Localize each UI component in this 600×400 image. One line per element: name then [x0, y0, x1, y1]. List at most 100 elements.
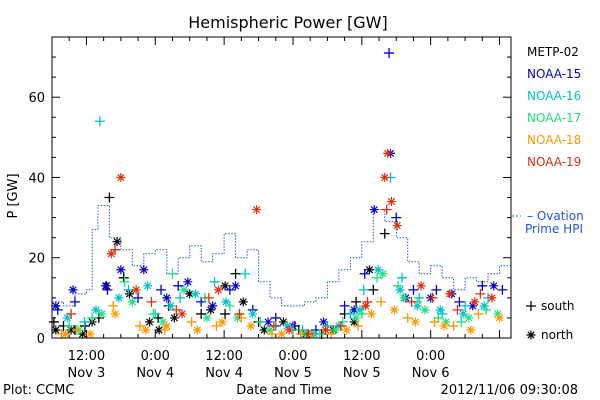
north-marker [213, 285, 223, 295]
x-tick-label-time: 0:00 [278, 349, 307, 364]
south-marker [473, 308, 484, 319]
y-tick-label: 20 [28, 252, 45, 267]
legend-item: NOAA-17 [527, 111, 581, 125]
north-marker [177, 309, 187, 319]
north-marker [246, 321, 256, 331]
north-marker [162, 321, 172, 331]
north-marker [97, 309, 107, 319]
north-marker [342, 325, 352, 335]
marker-legend-item: north [526, 328, 573, 342]
north-marker [208, 301, 218, 311]
north-marker [66, 325, 76, 335]
south-marker [526, 301, 536, 311]
north-marker [320, 325, 330, 335]
north-marker [206, 305, 216, 315]
marker-legend-item: south [526, 299, 575, 313]
north-marker [154, 325, 164, 335]
north-marker [416, 281, 426, 291]
north-marker [330, 325, 340, 335]
series-noaa-15 [51, 48, 508, 335]
north-marker [221, 297, 231, 307]
south-marker [314, 328, 325, 339]
x-tick-label-time: 12:00 [343, 349, 380, 364]
ovation-step-line [52, 205, 512, 307]
north-marker [282, 321, 292, 331]
south-marker [87, 312, 98, 323]
south-marker [414, 292, 425, 303]
south-marker [134, 320, 145, 331]
north-marker [378, 269, 388, 279]
north-marker [439, 321, 449, 331]
south-marker [203, 292, 214, 303]
x-tick-label-time: 12:00 [68, 349, 105, 364]
marker-legend-label: north [541, 328, 573, 342]
south-marker [173, 280, 184, 291]
north-marker [68, 285, 78, 295]
south-marker [186, 316, 197, 327]
south-marker [268, 320, 279, 331]
north-marker [112, 237, 122, 247]
south-marker [431, 284, 442, 295]
north-marker [131, 285, 141, 295]
south-marker [353, 320, 363, 331]
north-marker [62, 313, 72, 323]
south-marker [303, 328, 314, 339]
south-marker [230, 268, 241, 279]
north-marker [51, 325, 61, 335]
north-marker [349, 305, 359, 315]
north-marker [468, 301, 478, 311]
south-marker [156, 284, 167, 295]
south-marker [71, 324, 82, 335]
south-marker [94, 116, 105, 127]
north-marker [248, 309, 258, 319]
footer-timestamp: 2012/11/06 09:30:08 [441, 383, 578, 398]
north-marker [101, 281, 111, 291]
south-marker [368, 284, 379, 295]
north-marker [445, 289, 455, 299]
chart-title: Hemispheric Power [GW] [188, 13, 387, 32]
south-marker [460, 300, 471, 311]
north-marker [364, 265, 374, 275]
north-marker [263, 317, 273, 327]
south-marker [66, 308, 77, 319]
legend-item: METP-02 [527, 45, 579, 59]
marker-legend: south north [526, 299, 575, 342]
north-marker [489, 281, 499, 291]
north-marker [139, 265, 149, 275]
south-marker [146, 296, 157, 307]
north-marker [495, 313, 505, 323]
north-marker [179, 285, 189, 295]
series-noaa-19 [66, 148, 497, 339]
south-marker [429, 316, 440, 327]
x-axis-label: Date and Time [236, 383, 332, 398]
north-marker [493, 309, 503, 319]
south-marker [104, 192, 115, 203]
south-marker [148, 308, 159, 319]
series-noaa-16 [62, 116, 494, 339]
series-noaa-17 [64, 268, 503, 339]
legend-item: NOAA-16 [527, 89, 581, 103]
north-marker [183, 277, 193, 287]
y-tick-label: 0 [37, 332, 45, 347]
south-marker [497, 284, 508, 295]
north-marker [238, 297, 248, 307]
marker-legend-label: south [541, 299, 575, 313]
x-axis-ticks: 12:00 Nov 3 0:00 Nov 4 12:00 Nov 4 0:00 Nov 5 12… [51, 37, 501, 381]
south-marker [255, 316, 266, 327]
south-marker [337, 316, 348, 327]
north-marker [169, 313, 179, 323]
north-marker [110, 309, 120, 319]
north-marker [166, 301, 176, 311]
north-marker [91, 305, 101, 315]
footer-plot-credit: Plot: CCMC [3, 383, 74, 398]
north-marker [116, 172, 126, 182]
south-marker [118, 272, 129, 283]
north-marker [158, 317, 168, 327]
south-marker [69, 296, 80, 307]
north-marker [355, 305, 365, 315]
north-marker [85, 329, 95, 339]
north-marker [351, 313, 361, 323]
south-marker [326, 328, 337, 339]
north-marker [231, 281, 241, 291]
south-marker [224, 284, 235, 295]
